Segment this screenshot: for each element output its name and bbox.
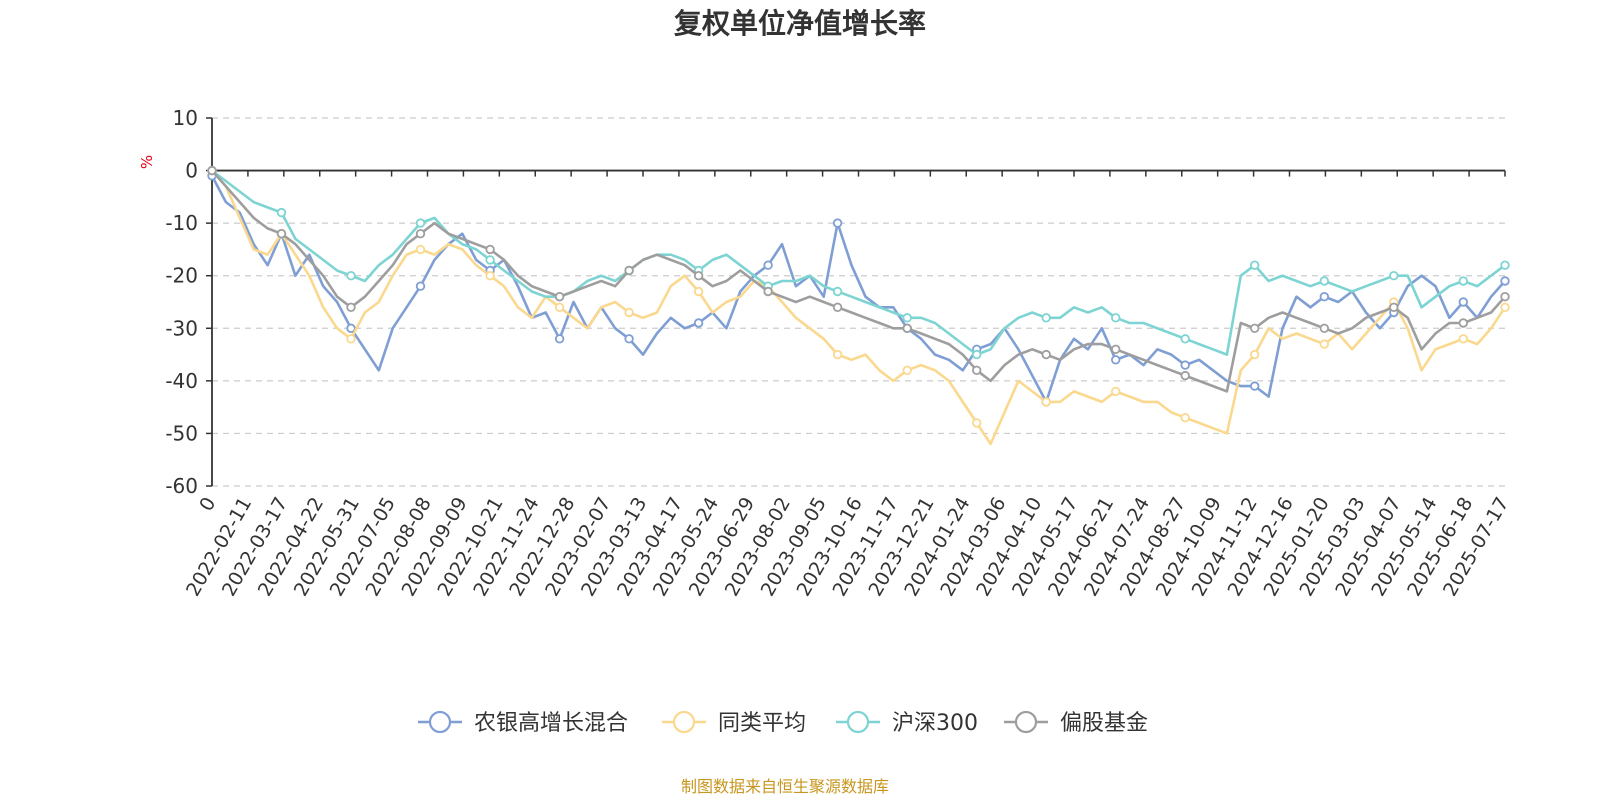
data-point bbox=[276, 207, 287, 218]
data-point bbox=[972, 418, 982, 428]
data-point bbox=[1041, 313, 1051, 323]
data-point bbox=[207, 165, 217, 176]
data-point bbox=[832, 302, 843, 312]
data-point bbox=[1249, 260, 1260, 270]
data-point bbox=[1458, 297, 1468, 307]
data-point bbox=[1319, 339, 1329, 349]
data-point bbox=[1389, 271, 1399, 281]
legend-marker bbox=[672, 710, 696, 734]
legend-marker bbox=[1014, 710, 1038, 734]
legend-label: 同类平均 bbox=[718, 711, 806, 736]
data-point bbox=[1110, 355, 1121, 365]
data-point bbox=[763, 260, 773, 270]
data-point bbox=[763, 286, 773, 297]
data-point bbox=[1500, 302, 1510, 312]
data-point bbox=[276, 228, 287, 239]
data-point bbox=[1180, 370, 1190, 381]
data-point bbox=[346, 271, 356, 281]
data-point bbox=[554, 292, 565, 302]
data-point bbox=[1180, 413, 1190, 423]
data-point bbox=[902, 365, 912, 375]
legend-item[interactable]: 农银高增长混合 bbox=[418, 710, 628, 736]
data-point bbox=[693, 318, 704, 328]
legend-marker bbox=[846, 710, 870, 734]
data-point bbox=[1458, 318, 1468, 328]
x-tick-label: 0 bbox=[195, 494, 220, 515]
series-line bbox=[211, 169, 1507, 446]
data-point bbox=[485, 244, 495, 255]
data-point bbox=[1180, 334, 1190, 344]
data-point bbox=[1110, 344, 1121, 354]
data-point bbox=[415, 244, 426, 255]
series-lines bbox=[207, 165, 1510, 446]
data-point bbox=[1458, 276, 1468, 286]
data-point bbox=[1041, 349, 1051, 360]
data-point bbox=[1319, 276, 1329, 286]
y-tick-label: -30 bbox=[165, 316, 198, 340]
data-point bbox=[415, 281, 426, 291]
data-point bbox=[346, 334, 356, 344]
data-point bbox=[415, 228, 426, 239]
series-line bbox=[211, 169, 1506, 393]
data-point bbox=[832, 286, 843, 297]
data-point bbox=[1180, 360, 1190, 370]
data-point bbox=[1500, 292, 1510, 302]
data-point bbox=[624, 265, 634, 276]
data-point bbox=[693, 286, 704, 297]
data-point bbox=[1389, 302, 1399, 312]
legend-label: 沪深300 bbox=[892, 711, 978, 736]
legend-label: 农银高增长混合 bbox=[474, 711, 628, 736]
legend-marker bbox=[428, 710, 452, 734]
data-point bbox=[415, 218, 426, 228]
y-tick-label: -20 bbox=[165, 264, 198, 288]
y-tick-label: -60 bbox=[165, 474, 198, 498]
legend-item[interactable]: 偏股基金 bbox=[1004, 710, 1148, 736]
y-axis-unit: % bbox=[138, 155, 156, 169]
data-point bbox=[832, 218, 843, 228]
series-line bbox=[210, 175, 1506, 404]
y-tick-label: -10 bbox=[165, 211, 198, 235]
legend-item[interactable]: 沪深300 bbox=[836, 710, 978, 736]
data-point bbox=[902, 323, 912, 333]
source-note: 制图数据来自恒生聚源数据库 bbox=[681, 777, 889, 796]
data-point bbox=[554, 302, 565, 312]
data-point bbox=[1500, 276, 1510, 286]
legend-item[interactable]: 同类平均 bbox=[662, 710, 806, 736]
data-point bbox=[485, 271, 495, 281]
y-tick-label: 10 bbox=[173, 106, 198, 130]
data-point bbox=[554, 334, 565, 344]
data-point bbox=[624, 307, 634, 318]
data-point bbox=[1458, 334, 1468, 344]
data-point bbox=[693, 271, 704, 281]
data-point bbox=[346, 323, 356, 333]
data-point bbox=[1249, 381, 1260, 391]
data-point bbox=[1500, 260, 1510, 270]
y-tick-label: 0 bbox=[185, 159, 198, 183]
data-point bbox=[1319, 292, 1329, 302]
data-point bbox=[1041, 397, 1051, 407]
data-point bbox=[1110, 313, 1121, 323]
series-line bbox=[211, 169, 1506, 356]
data-point bbox=[1249, 323, 1260, 333]
legend: 农银高增长混合 同类平均 沪深300 偏股基金 bbox=[418, 710, 1148, 736]
data-point bbox=[485, 255, 495, 265]
data-point bbox=[972, 365, 982, 375]
data-point bbox=[1110, 386, 1121, 397]
data-point bbox=[624, 334, 634, 344]
data-point bbox=[972, 349, 982, 360]
data-point bbox=[902, 313, 912, 323]
data-point bbox=[346, 302, 356, 312]
y-tick-label: -50 bbox=[165, 421, 198, 445]
data-point bbox=[1249, 349, 1260, 360]
data-point bbox=[832, 349, 843, 360]
chart-title: 复权单位净值增长率 bbox=[674, 7, 926, 40]
data-point bbox=[1319, 323, 1329, 333]
y-tick-label: -40 bbox=[165, 369, 198, 393]
legend-label: 偏股基金 bbox=[1060, 711, 1148, 736]
